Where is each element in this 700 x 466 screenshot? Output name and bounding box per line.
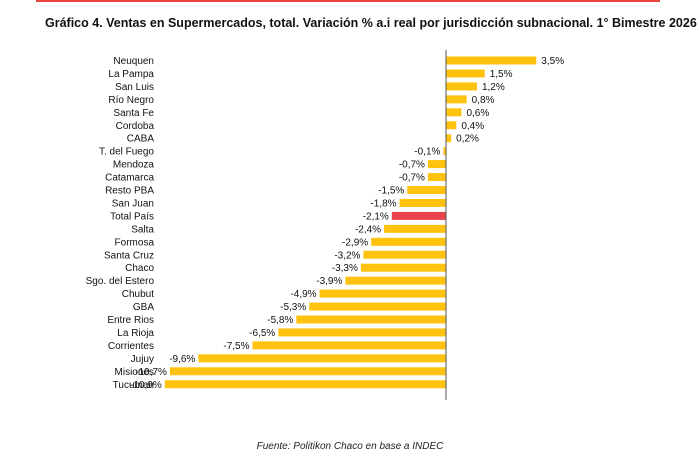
value-label: -10,7%: [135, 367, 167, 378]
top-rule: [36, 0, 660, 2]
value-label: -3,2%: [334, 250, 360, 261]
bar-9: [427, 173, 446, 182]
bar-14: [371, 237, 446, 246]
source-note: Fuente: Politikon Chaco en base a INDEC: [256, 441, 444, 452]
bar-8: [427, 160, 446, 169]
category-label: Corrientes: [108, 341, 154, 352]
category-label: Cordoba: [116, 121, 155, 132]
value-label: 3,5%: [541, 56, 564, 67]
value-label: -3,3%: [332, 263, 358, 274]
chart-title: Gráfico 4. Ventas en Supermercados, tota…: [45, 16, 697, 30]
value-label: -2,4%: [355, 224, 381, 235]
category-label: Neuquen: [113, 56, 154, 67]
bar-22: [252, 341, 446, 350]
bar-0: [446, 56, 537, 65]
bar-17: [345, 276, 446, 285]
value-label: -4,9%: [290, 289, 316, 300]
value-label: -7,5%: [223, 341, 249, 352]
value-label: -2,9%: [342, 237, 368, 248]
category-label: T. del Fuego: [99, 147, 154, 158]
category-label: La Rioja: [117, 328, 154, 339]
category-label: Chubut: [122, 289, 154, 300]
category-label: Salta: [131, 224, 154, 235]
category-label: CABA: [127, 134, 155, 145]
category-label: La Pampa: [108, 69, 154, 80]
value-label: -1,8%: [370, 198, 396, 209]
category-label: Catamarca: [105, 173, 154, 184]
bar-23: [198, 354, 446, 363]
category-label: Tucuman: [113, 380, 154, 391]
category-label: Río Negro: [108, 95, 154, 106]
category-label: San Juan: [112, 198, 154, 209]
category-label: Santa Fe: [113, 108, 154, 119]
value-label: 0,8%: [472, 95, 495, 106]
category-label: GBA: [133, 302, 154, 313]
bar-25: [164, 380, 446, 389]
category-label: Resto PBA: [105, 186, 154, 197]
bar-19: [309, 302, 446, 311]
bar-18: [319, 289, 446, 298]
value-label: -0,7%: [399, 160, 425, 171]
value-label: -0,1%: [414, 147, 440, 158]
category-label: Chaco: [125, 263, 154, 274]
value-label: 0,6%: [466, 108, 489, 119]
bar-16: [360, 263, 446, 272]
bar-11: [399, 198, 446, 207]
category-label: Jujuy: [131, 354, 154, 365]
value-label: 0,4%: [461, 121, 484, 132]
bar-1: [446, 69, 485, 78]
value-label: 1,5%: [490, 69, 513, 80]
bar-21: [278, 328, 446, 337]
bar-6: [446, 134, 452, 143]
category-label: San Luis: [115, 82, 154, 93]
category-label: Misiones: [115, 367, 154, 378]
value-label: 0,2%: [456, 134, 479, 145]
bar-12: [391, 211, 446, 220]
value-label: -5,3%: [280, 302, 306, 313]
bar-5: [446, 121, 457, 130]
category-label: Santa Cruz: [104, 250, 154, 261]
value-label: -5,8%: [267, 315, 293, 326]
category-label: Mendoza: [113, 160, 155, 171]
value-label: -3,9%: [316, 276, 342, 287]
bar-7: [443, 147, 446, 156]
value-label: -9,6%: [169, 354, 195, 365]
value-label: -6,5%: [249, 328, 275, 339]
bar-10: [407, 186, 446, 194]
bar-13: [384, 224, 446, 233]
bar-3: [446, 95, 467, 104]
bar-24: [169, 367, 446, 376]
category-label: Entre Rios: [107, 315, 154, 326]
bar-2: [446, 82, 477, 91]
bar-4: [446, 108, 462, 117]
value-label: -10,9%: [130, 380, 162, 391]
value-label: -1,5%: [378, 186, 404, 197]
category-label: Total País: [110, 211, 154, 222]
value-label: -0,7%: [399, 173, 425, 184]
bar-15: [363, 250, 446, 259]
bar-20: [296, 315, 446, 324]
category-label: Sgo. del Estero: [86, 276, 155, 287]
value-label: -2,1%: [363, 211, 389, 222]
category-label: Formosa: [115, 237, 155, 248]
value-label: 1,2%: [482, 82, 505, 93]
